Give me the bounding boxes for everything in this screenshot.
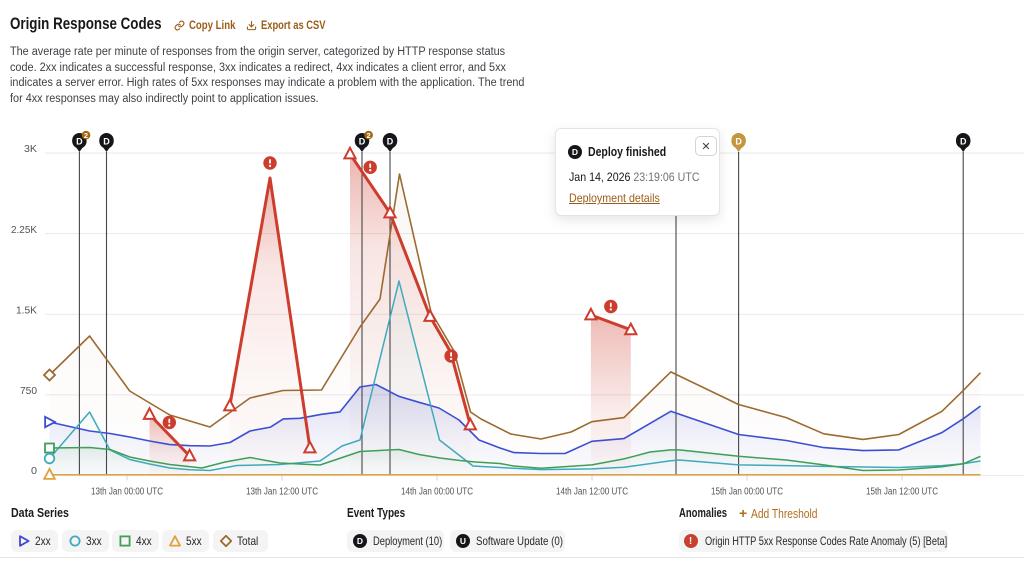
svg-text:13th Jan 00:00 UTC: 13th Jan 00:00 UTC <box>91 487 163 498</box>
svg-text:14th Jan 12:00 UTC: 14th Jan 12:00 UTC <box>556 487 628 498</box>
svg-text:750: 750 <box>20 386 38 397</box>
svg-text:15th Jan 00:00 UTC: 15th Jan 00:00 UTC <box>711 487 783 498</box>
svg-text:15th Jan 12:00 UTC: 15th Jan 12:00 UTC <box>866 487 938 498</box>
svg-text:1.5K: 1.5K <box>16 305 38 316</box>
svg-text:2: 2 <box>367 131 371 140</box>
svg-text:2.25K: 2.25K <box>11 225 38 236</box>
svg-text:D: D <box>387 137 394 147</box>
svg-text:D: D <box>76 137 83 147</box>
svg-text:13th Jan 12:00 UTC: 13th Jan 12:00 UTC <box>246 487 318 498</box>
svg-text:D: D <box>103 137 110 147</box>
svg-text:14th Jan 00:00 UTC: 14th Jan 00:00 UTC <box>401 487 473 498</box>
svg-text:2: 2 <box>84 131 88 140</box>
svg-text:D: D <box>960 137 967 147</box>
svg-text:3K: 3K <box>24 144 38 155</box>
svg-text:D: D <box>359 137 366 147</box>
svg-text:D: D <box>735 137 742 147</box>
svg-text:0: 0 <box>31 466 38 477</box>
